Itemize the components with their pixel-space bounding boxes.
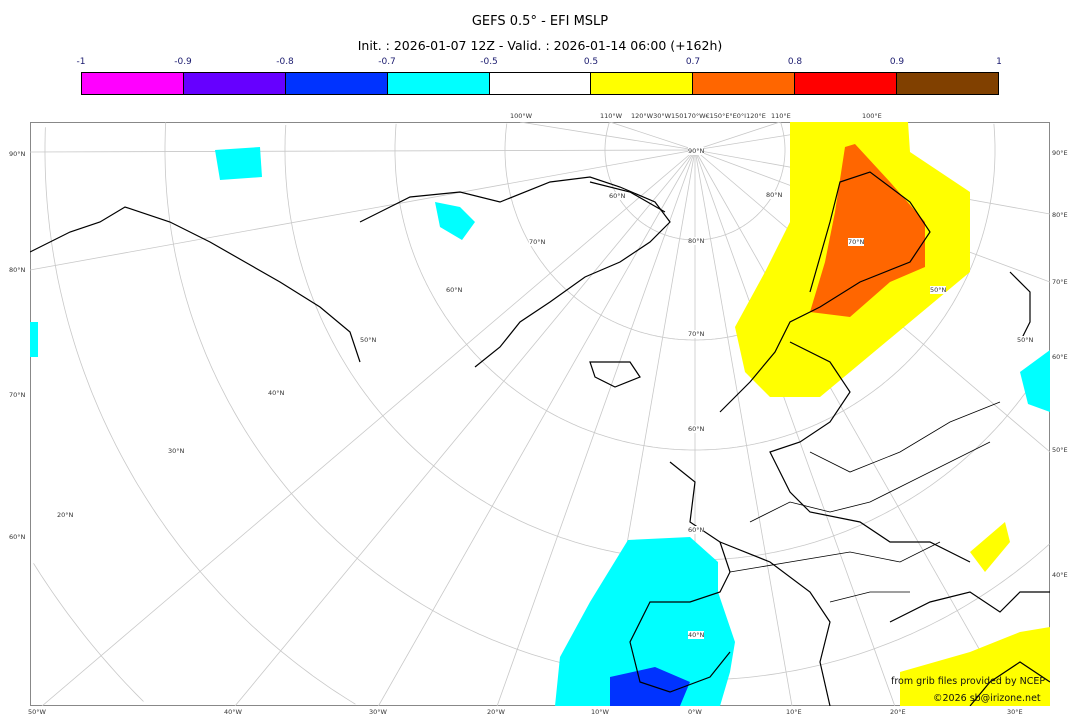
- data-source-credit: from grib files provided by NCEP: [891, 676, 1046, 687]
- map-panel: [30, 122, 1050, 706]
- latitude-circle: [604, 122, 786, 241]
- interior-axis-label: 80°N: [688, 237, 705, 245]
- meridian-line: [519, 122, 696, 151]
- efi-orange-scandinavia: [810, 144, 925, 317]
- meridian-line: [234, 149, 696, 706]
- interior-axis-label: 70°N: [688, 330, 705, 338]
- bottom-axis-label: 30°W: [369, 708, 387, 716]
- interior-axis-label: 70°N: [529, 238, 546, 246]
- bottom-axis-label: 10°E: [786, 708, 802, 716]
- interior-axis-label: 70°N: [848, 238, 865, 246]
- right-axis-label: 70°E: [1052, 278, 1068, 286]
- right-axis-label: 60°E: [1052, 353, 1068, 361]
- efi-cyan-east: [1020, 350, 1050, 412]
- top-axis-label: 100°E: [862, 112, 882, 120]
- colorbar-segment: [285, 73, 388, 94]
- colorbar-segment: [693, 73, 796, 94]
- right-axis-label: 80°E: [1052, 211, 1068, 219]
- bottom-axis-label: 40°W: [224, 708, 242, 716]
- colorbar: [81, 72, 999, 95]
- colorbar-segment: [795, 73, 898, 94]
- bottom-axis-label: 50°W: [28, 708, 46, 716]
- meridian-line: [694, 149, 896, 706]
- top-axis-label: 120°W30°W150170°W€150°E°E0°I120°E: [631, 112, 766, 120]
- meridian-line: [496, 149, 696, 706]
- colorbar-segment: [897, 73, 999, 94]
- coastlines: [30, 171, 1050, 706]
- efi-yellow-mideast: [900, 627, 1050, 706]
- top-axis-label: 100°W: [510, 112, 533, 120]
- colorbar-segment: [183, 73, 286, 94]
- latitude-circle: [33, 563, 144, 702]
- colorbar-tick-label: 1: [996, 57, 1002, 67]
- bottom-axis-label: 20°W: [487, 708, 505, 716]
- interior-axis-label: 80°N: [766, 191, 783, 199]
- latitude-circle: [394, 123, 996, 451]
- colorbar-segment: [82, 73, 184, 94]
- efi-cyan-left-edge: [30, 322, 38, 357]
- right-axis-label: 40°E: [1052, 571, 1068, 579]
- latitude-circle: [164, 122, 1050, 681]
- interior-axis-label: 60°N: [688, 526, 705, 534]
- efi-cyan-iberia: [555, 537, 735, 706]
- interior-axis-label: 40°N: [268, 389, 285, 397]
- colorbar-segment: [387, 73, 490, 94]
- interior-axis-label: 50°N: [360, 336, 377, 344]
- colorbar-tick-label: -0.7: [378, 57, 396, 67]
- colorbar-segment: [591, 73, 694, 94]
- top-axis-label: 110°W: [600, 112, 623, 120]
- bottom-axis-label: 30°E: [1007, 708, 1023, 716]
- interior-axis-label: 30°N: [168, 447, 185, 455]
- efi-cyan-canada: [215, 147, 262, 180]
- meridian-line: [378, 149, 696, 706]
- map-subtitle: Init. : 2026-01-07 12Z - Valid. : 2026-0…: [357, 38, 723, 53]
- interior-axis-label: 60°N: [446, 286, 463, 294]
- left-axis-label: 90°N: [9, 150, 26, 158]
- right-axis-label: 90°E: [1052, 149, 1068, 157]
- interior-axis-label: 90°N: [688, 147, 705, 155]
- interior-axis-label: 20°N: [57, 511, 74, 519]
- meridian-line: [694, 122, 781, 151]
- meridian-line: [694, 149, 1012, 706]
- country-borders: [729, 401, 1001, 603]
- colorbar-tick-label: 0.9: [889, 57, 905, 67]
- colorbar-tick-label: -0.5: [480, 57, 498, 67]
- interior-axis-label: 50°N: [1017, 336, 1034, 344]
- interior-axis-label: 60°N: [609, 192, 626, 200]
- colorbar-tick-label: -0.9: [174, 57, 192, 67]
- interior-axis-label: 50°N: [930, 286, 947, 294]
- colorbar-segment: [489, 73, 592, 94]
- bottom-axis-label: 20°E: [890, 708, 906, 716]
- efi-yellow-turkey: [970, 522, 1010, 572]
- colorbar-tick-label: -1: [76, 57, 86, 67]
- meridian-line: [694, 149, 793, 706]
- colorbar-tick-label: 0.7: [685, 57, 701, 67]
- left-axis-label: 70°N: [9, 391, 26, 399]
- colorbar-tick-label: -0.8: [276, 57, 294, 67]
- meridian-line: [30, 149, 696, 153]
- copyright-credit: ©2026 sb@irizone.net: [933, 693, 1041, 704]
- efi-shading: [30, 122, 1050, 706]
- interior-axis-label: 40°N: [688, 631, 705, 639]
- left-axis-label: 80°N: [9, 266, 26, 274]
- efi-blue-iberia: [610, 667, 690, 706]
- left-axis-label: 60°N: [9, 533, 26, 541]
- colorbar-tick-label: 0.8: [787, 57, 803, 67]
- right-axis-label: 50°E: [1052, 446, 1068, 454]
- bottom-axis-label: 10°W: [591, 708, 609, 716]
- meridian-line: [609, 122, 696, 151]
- latitude-circle: [993, 123, 996, 150]
- interior-axis-label: 60°N: [688, 425, 705, 433]
- efi-cyan-baffin: [435, 202, 475, 240]
- map-title: GEFS 0.5° - EFI MSLP: [471, 14, 609, 29]
- top-axis-label: 110°E: [771, 112, 791, 120]
- bottom-axis-label: 0°W: [688, 708, 702, 716]
- meridian-line: [41, 149, 696, 706]
- meridian-line: [30, 149, 696, 271]
- colorbar-tick-label: 0.5: [583, 57, 599, 67]
